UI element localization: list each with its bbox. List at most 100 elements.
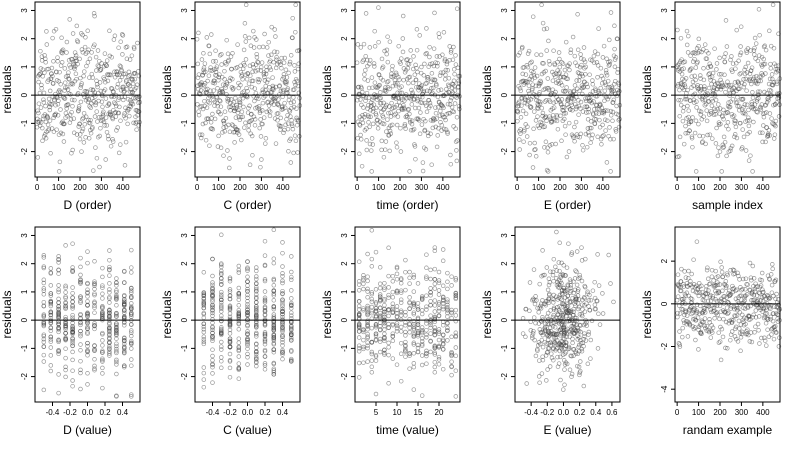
data-point <box>735 339 741 344</box>
data-point <box>540 110 546 116</box>
x-tick-label: 300 <box>255 183 269 192</box>
data-point <box>739 80 745 86</box>
data-point <box>129 312 134 317</box>
data-point <box>415 325 421 331</box>
data-point <box>569 371 575 377</box>
data-point <box>365 78 371 83</box>
data-point <box>530 297 535 303</box>
data-point <box>752 35 758 41</box>
data-point <box>259 157 264 162</box>
data-point <box>386 295 391 300</box>
data-point <box>51 129 57 134</box>
data-point <box>382 312 387 317</box>
data-point <box>432 329 438 335</box>
data-point <box>362 72 367 77</box>
data-point <box>373 391 379 397</box>
y-axis-label: residuals <box>640 65 654 113</box>
data-point <box>390 304 396 310</box>
data-point <box>122 111 127 116</box>
data-point <box>723 345 728 351</box>
data-point <box>719 269 725 275</box>
data-point <box>383 139 389 144</box>
data-point <box>761 289 766 295</box>
data-point <box>271 293 277 298</box>
data-point <box>280 301 285 307</box>
x-tick-label: 100 <box>52 183 66 192</box>
data-point <box>419 100 425 106</box>
data-point <box>448 152 453 158</box>
data-point <box>377 310 383 316</box>
data-point <box>271 349 277 355</box>
data-point <box>396 74 401 80</box>
data-point <box>553 74 558 79</box>
data-point <box>280 322 285 328</box>
data-point <box>217 72 222 77</box>
data-point <box>745 118 750 123</box>
data-point <box>356 360 362 366</box>
data-point <box>41 277 47 283</box>
data-point <box>442 58 448 64</box>
data-point <box>453 318 459 324</box>
data-point <box>747 129 752 135</box>
data-point <box>235 127 241 133</box>
data-point <box>732 120 738 126</box>
data-point <box>602 98 607 104</box>
data-point <box>109 93 115 99</box>
data-point <box>580 147 586 153</box>
data-point <box>124 78 129 83</box>
data-point <box>85 320 90 326</box>
data-point <box>280 240 285 245</box>
data-point <box>38 105 44 110</box>
data-point <box>262 31 267 37</box>
data-point <box>419 329 425 335</box>
data-point <box>97 164 102 170</box>
data-point <box>716 145 721 150</box>
data-point <box>366 103 371 108</box>
data-point <box>752 52 757 57</box>
data-point <box>550 272 556 278</box>
data-point <box>107 340 112 345</box>
data-point <box>415 69 420 75</box>
data-point <box>766 97 771 103</box>
data-point <box>114 303 119 308</box>
data-point <box>361 114 367 120</box>
data-point <box>99 99 105 105</box>
data-point <box>227 318 233 324</box>
data-point <box>601 43 607 49</box>
data-point <box>386 313 391 319</box>
data-point <box>755 58 761 64</box>
data-point <box>366 95 371 101</box>
data-point <box>443 67 449 73</box>
data-point <box>754 73 759 79</box>
data-point <box>36 110 41 116</box>
x-tick-label: 200 <box>73 183 87 192</box>
data-point <box>100 285 105 290</box>
data-point <box>63 336 68 341</box>
data-point <box>447 90 452 95</box>
data-point <box>107 346 112 351</box>
data-point <box>271 59 276 65</box>
data-point <box>379 138 385 144</box>
data-point <box>402 123 407 129</box>
data-point <box>680 118 686 124</box>
data-point <box>750 90 755 95</box>
data-point <box>441 30 447 35</box>
data-point <box>590 288 596 293</box>
data-point <box>280 343 285 348</box>
data-point <box>592 49 598 54</box>
data-point <box>432 345 438 351</box>
data-point <box>272 27 277 32</box>
data-point <box>436 337 442 343</box>
data-point <box>593 88 598 93</box>
y-tick-label: 2 <box>340 261 349 266</box>
data-point <box>275 111 281 116</box>
data-point <box>398 351 404 357</box>
data-point <box>569 102 574 108</box>
y-tick-label: -1 <box>20 119 29 127</box>
data-point <box>48 368 54 374</box>
data-point <box>241 47 247 53</box>
data-point <box>70 269 75 275</box>
data-point <box>201 65 207 70</box>
data-point <box>686 268 691 274</box>
data-point <box>254 288 259 294</box>
